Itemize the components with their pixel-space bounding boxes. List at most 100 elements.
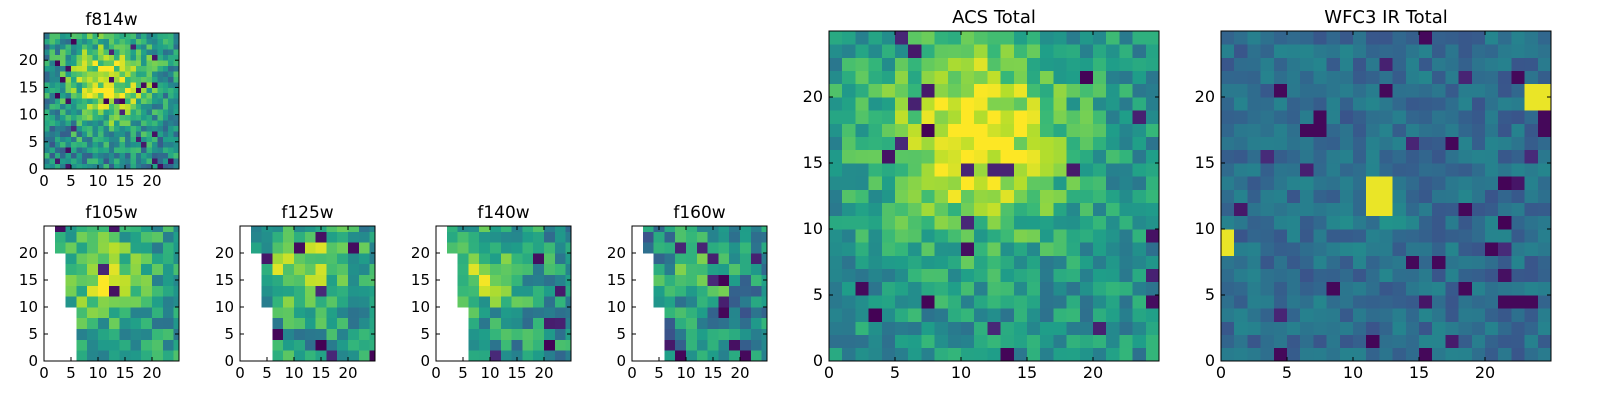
heatmap-cell (157, 163, 164, 170)
heatmap-cell (1119, 189, 1133, 203)
heatmap-cell (114, 81, 120, 88)
heatmap-cell (490, 285, 502, 297)
heatmap-cell (135, 141, 142, 148)
heatmap-cell (1379, 255, 1393, 269)
heatmap-cell (829, 347, 843, 362)
heatmap-cell (1300, 44, 1314, 58)
heatmap-cell (1485, 281, 1499, 296)
heatmap-cell (686, 274, 698, 286)
heatmap-cell (1066, 57, 1081, 71)
heatmap-cell (98, 285, 110, 297)
heatmap-cell (65, 141, 72, 148)
heatmap-cell (119, 328, 131, 340)
heatmap-cell (855, 149, 869, 164)
heatmap-cell (130, 152, 137, 159)
heatmap-cell (1066, 110, 1081, 124)
heatmap-cell (908, 202, 922, 217)
heatmap-cell (974, 242, 988, 256)
heatmap-cell (1419, 308, 1433, 322)
heatmap-cell (664, 253, 676, 265)
heatmap-cell (1027, 123, 1041, 137)
heatmap-cell (842, 149, 856, 164)
heatmap-cell (829, 136, 843, 151)
heatmap-cell (1326, 110, 1341, 124)
heatmap-cell (1221, 136, 1235, 151)
heatmap-cell (98, 328, 110, 340)
heatmap-cell (1524, 44, 1539, 58)
y-tick-label: 5 (224, 325, 234, 343)
heatmap-cell (168, 92, 174, 99)
heatmap-cell (114, 60, 120, 67)
heatmap-cell (337, 307, 349, 319)
heatmap-cell (1234, 97, 1248, 111)
heatmap-cell (54, 76, 61, 83)
heatmap-cell (114, 54, 120, 61)
heatmap-cell (750, 296, 762, 308)
heatmap-cell (446, 226, 458, 232)
heatmap-cell (1300, 202, 1314, 217)
heatmap-cell (49, 109, 56, 115)
heatmap-cell (135, 92, 142, 99)
heatmap-cell (1498, 163, 1512, 177)
heatmap-cell (653, 296, 665, 308)
heatmap-cell (842, 31, 856, 45)
heatmap-cell (130, 231, 142, 243)
heatmap-cell (1445, 308, 1459, 322)
heatmap-cell (1247, 229, 1261, 243)
heatmap-cell (554, 328, 566, 340)
heatmap-cell (168, 125, 174, 132)
heatmap-cell (98, 114, 104, 121)
heatmap-cell (1379, 123, 1393, 137)
heatmap-cell (1379, 321, 1393, 335)
heatmap-cell (283, 285, 295, 297)
heatmap-cell (1013, 83, 1028, 98)
heatmap-cell (1313, 281, 1327, 296)
heatmap-cell (358, 231, 370, 243)
heatmap-cell (868, 202, 883, 217)
heatmap-cell (173, 92, 180, 99)
heatmap-cell (103, 130, 110, 137)
heatmap-cell (947, 281, 962, 296)
heatmap-cell (987, 83, 1001, 98)
heatmap-cell (490, 350, 502, 362)
heatmap-cell (468, 307, 480, 319)
heatmap-cell (1353, 97, 1367, 111)
heatmap-cell (87, 263, 99, 275)
heatmap-cell (1379, 176, 1393, 190)
x-tick-label: 5 (458, 364, 468, 382)
heatmap-cell (1419, 163, 1433, 177)
heatmap-cell (1353, 189, 1367, 203)
heatmap-cell (1485, 70, 1499, 85)
heatmap-cell (740, 350, 752, 362)
heatmap-cell (146, 147, 153, 154)
heatmap-cell (1053, 321, 1067, 335)
heatmap-cell (868, 83, 883, 98)
heatmap-cell (1471, 255, 1486, 269)
heatmap-cell (71, 65, 77, 72)
heatmap-cell (696, 328, 708, 340)
heatmap-cell (1040, 202, 1054, 217)
heatmap-cell (1093, 83, 1107, 98)
heatmap-cell (71, 152, 77, 159)
heatmap-cell (98, 60, 104, 67)
heatmap-cell (71, 92, 77, 99)
heatmap-cell (44, 65, 50, 72)
heatmap-cell (60, 98, 66, 105)
heatmap-cell (348, 296, 360, 308)
heatmap-cell (92, 120, 99, 126)
x-tick-label: 0 (1216, 363, 1226, 382)
heatmap-cell (1273, 31, 1288, 45)
heatmap-cell (304, 253, 316, 265)
heatmap-cell (961, 347, 975, 362)
heatmap-cell (1000, 189, 1015, 203)
heatmap-cell (65, 54, 72, 61)
heatmap-cell (162, 136, 169, 143)
heatmap-cell (908, 57, 922, 71)
heatmap-cell (54, 71, 61, 77)
heatmap-cell (1326, 44, 1341, 58)
heatmap-cell (130, 65, 137, 72)
heatmap-cell (135, 33, 142, 39)
panel-title: f125w (281, 203, 333, 223)
heatmap-cell (750, 307, 762, 319)
heatmap-cell (162, 307, 174, 319)
